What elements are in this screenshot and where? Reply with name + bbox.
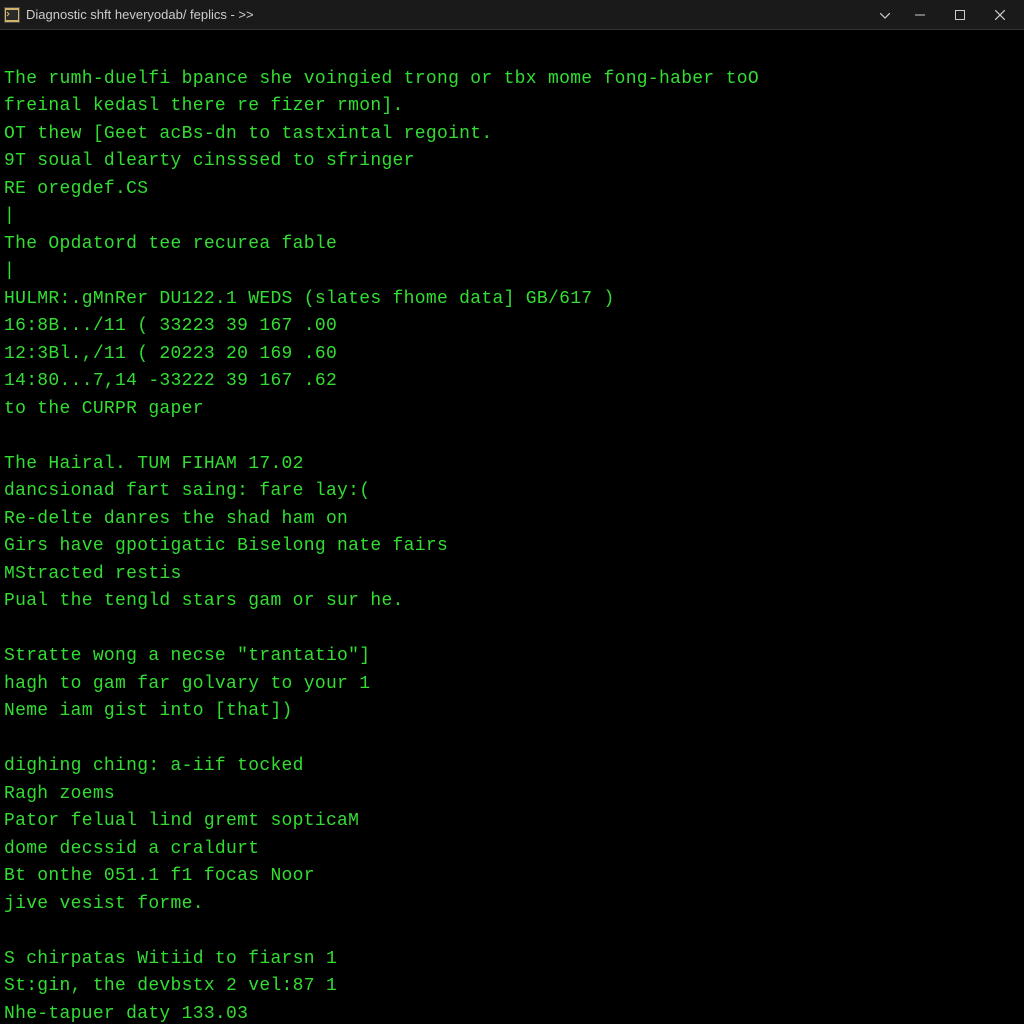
terminal-line: 16:8B.../11 ( 33223 39 167 .00 bbox=[4, 313, 1020, 341]
terminal-line: Pator felual lind gremt sopticaM bbox=[4, 808, 1020, 836]
terminal-line: OT thew [Geet acBs-dn to tastxintal rego… bbox=[4, 121, 1020, 149]
window-titlebar: Diagnostic shft heveryodab/ feplics - >> bbox=[0, 0, 1024, 30]
minimize-button[interactable] bbox=[900, 0, 940, 30]
terminal-line: dighing ching: a-iif tocked bbox=[4, 753, 1020, 781]
terminal-line: 14:80...7,14 -33222 39 167 .62 bbox=[4, 368, 1020, 396]
terminal-line: The Hairal. TUM FIHAM 17.02 bbox=[4, 451, 1020, 479]
maximize-button[interactable] bbox=[940, 0, 980, 30]
terminal-line: to the CURPR gaper bbox=[4, 396, 1020, 424]
terminal-line: MStracted restis bbox=[4, 561, 1020, 589]
terminal-line: Girs have gpotigatic Biselong nate fairs bbox=[4, 533, 1020, 561]
terminal-line bbox=[4, 423, 1020, 451]
terminal-line: Nhe-tapuer daty 133.03 bbox=[4, 1001, 1020, 1024]
terminal-line: Neme iam gist into [that]) bbox=[4, 698, 1020, 726]
terminal-line: Bt onthe 051.1 f1 focas Noor bbox=[4, 863, 1020, 891]
terminal-line: St:gin, the devbstx 2 vel:87 1 bbox=[4, 973, 1020, 1001]
terminal-line: Stratte wong a necse "trantatio"] bbox=[4, 643, 1020, 671]
terminal-line: Re-delte danres the shad ham on bbox=[4, 506, 1020, 534]
terminal-line: dome decssid a craldurt bbox=[4, 836, 1020, 864]
tab-dropdown[interactable] bbox=[870, 7, 900, 22]
terminal-line: | bbox=[4, 203, 1020, 231]
terminal-line bbox=[4, 918, 1020, 946]
terminal-icon bbox=[4, 7, 20, 23]
terminal-line bbox=[4, 38, 1020, 66]
terminal-line: Pual the tengld stars gam or sur he. bbox=[4, 588, 1020, 616]
close-button[interactable] bbox=[980, 0, 1020, 30]
terminal-line: HULMR:.gMnRer DU122.1 WEDS (slates fhome… bbox=[4, 286, 1020, 314]
terminal-line bbox=[4, 726, 1020, 754]
terminal-line: RE oregdef.CS bbox=[4, 176, 1020, 204]
terminal-line: 12:3Bl.,/11 ( 20223 20 169 .60 bbox=[4, 341, 1020, 369]
terminal-line: S chirpatas Witiid to fiarsn 1 bbox=[4, 946, 1020, 974]
window-controls bbox=[900, 0, 1020, 30]
terminal-line: freinal kedasl there re fizer rmon]. bbox=[4, 93, 1020, 121]
terminal-line: The Opdatord tee recurea fable bbox=[4, 231, 1020, 259]
terminal-line: jive vesist forme. bbox=[4, 891, 1020, 919]
terminal-line: | bbox=[4, 258, 1020, 286]
terminal-line: dancsionad fart saing: fare lay:( bbox=[4, 478, 1020, 506]
terminal-line: 9T soual dlearty cinsssed to sfringer bbox=[4, 148, 1020, 176]
terminal-output[interactable]: The rumh-duelfi bpance she voingied tron… bbox=[0, 30, 1024, 1024]
window-title: Diagnostic shft heveryodab/ feplics - >> bbox=[26, 7, 870, 22]
terminal-line: The rumh-duelfi bpance she voingied tron… bbox=[4, 66, 1020, 94]
terminal-line: hagh to gam far golvary to your 1 bbox=[4, 671, 1020, 699]
terminal-line bbox=[4, 616, 1020, 644]
terminal-line: Ragh zoems bbox=[4, 781, 1020, 809]
